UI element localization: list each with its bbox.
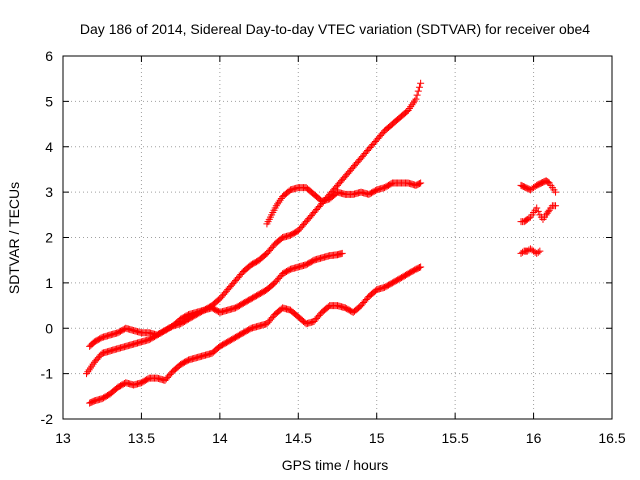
data-point-marker (544, 208, 552, 216)
series-track-d (263, 179, 425, 228)
x-tick-label: 14.5 (285, 430, 312, 446)
data-point-marker (414, 87, 422, 95)
y-axis-label: SDTVAR / TECUs (6, 182, 22, 294)
data-point-marker (552, 202, 560, 210)
x-tick-label: 14 (212, 430, 228, 446)
data-point-marker (276, 196, 284, 204)
series-track-g (517, 245, 544, 257)
y-tick-label: 6 (45, 48, 53, 64)
series-track-a (86, 79, 425, 350)
x-axis-ticks: 13 13.5 14 14.5 15 15.5 16 16.5 (55, 56, 626, 446)
x-tick-label: 13 (55, 430, 71, 446)
data-point-marker (275, 198, 283, 206)
x-tick-label: 15 (369, 430, 385, 446)
data-point-marker (552, 188, 560, 196)
data-point-marker (415, 83, 423, 91)
chart-title: Day 186 of 2014, Sidereal Day-to-day VTE… (80, 21, 590, 37)
x-tick-label: 16.5 (598, 430, 625, 446)
series-track-b (83, 249, 346, 378)
x-tick-label: 13.5 (128, 430, 155, 446)
y-tick-label: 4 (45, 139, 53, 155)
x-tick-label: 15.5 (442, 430, 469, 446)
data-point-marker (525, 214, 533, 222)
data-point-marker (415, 264, 423, 272)
x-axis-label: GPS time / hours (282, 457, 389, 473)
data-point-marker (417, 179, 425, 187)
grid-lines (63, 56, 612, 419)
data-point-marker (415, 180, 423, 188)
y-tick-label: -2 (41, 411, 54, 427)
y-tick-label: -1 (41, 366, 54, 382)
y-tick-label: 0 (45, 320, 53, 336)
data-points (83, 79, 560, 407)
series-track-e (517, 177, 560, 196)
x-tick-label: 16 (526, 430, 542, 446)
data-point-marker (338, 249, 346, 257)
data-point-marker (533, 204, 541, 212)
data-point-marker (417, 79, 425, 87)
data-point-marker (534, 207, 542, 215)
plot-frame (62, 55, 613, 420)
series-track-f (517, 202, 560, 226)
data-point-marker (536, 247, 544, 255)
y-axis-ticks: -2 -1 0 1 2 3 4 5 6 (41, 48, 612, 427)
y-tick-label: 1 (45, 275, 53, 291)
y-tick-label: 2 (45, 230, 53, 246)
data-point-marker (413, 91, 421, 99)
series-track-c (86, 263, 425, 407)
data-point-marker (274, 200, 282, 208)
data-point-marker (272, 202, 280, 210)
data-point-marker (417, 263, 425, 271)
y-tick-label: 3 (45, 184, 53, 200)
y-tick-label: 5 (45, 93, 53, 109)
data-point-marker (412, 95, 420, 103)
data-point-marker (534, 248, 542, 256)
